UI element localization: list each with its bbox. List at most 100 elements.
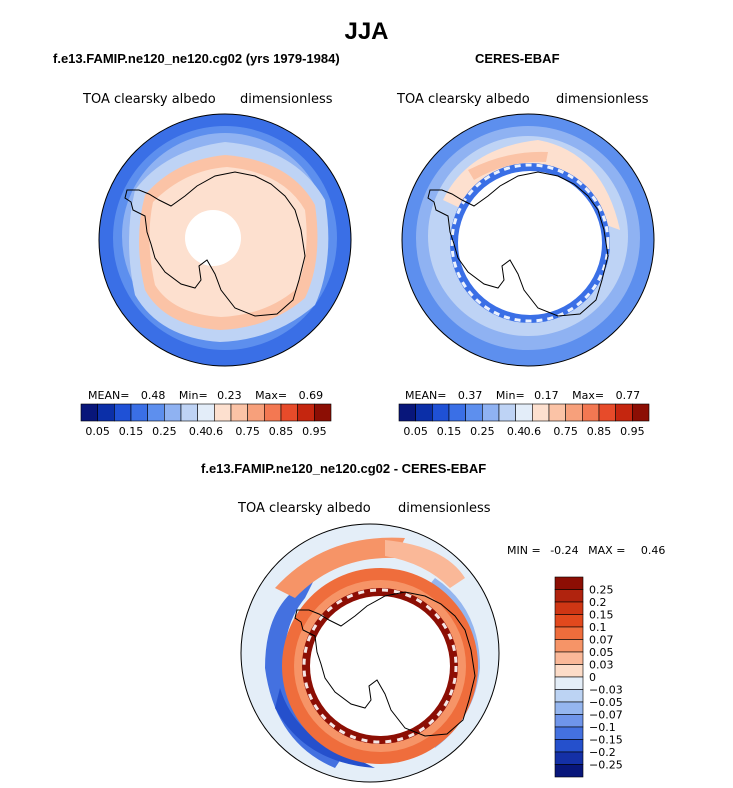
colorbar-swatch-1 xyxy=(97,403,115,422)
colorbar-label-0: 0.25 xyxy=(589,584,614,597)
colorbar-swatch-7 xyxy=(197,403,215,422)
panel2-min-label: Min= xyxy=(495,389,525,402)
colorbar-swatch-7 xyxy=(515,403,533,422)
panel2-max-label: Max= xyxy=(572,389,605,402)
colorbar-label-7: 0.95 xyxy=(620,425,645,438)
colorbar-swatch-2 xyxy=(114,403,132,422)
panel2-min-value: 0.17 xyxy=(534,389,559,402)
panel3-field-label: TOA clearsky albedo xyxy=(238,501,371,516)
colorbar-swatch-10 xyxy=(554,701,584,715)
panel1-field-label: TOA clearsky albedo xyxy=(83,92,216,107)
colorbar-label-6: 0.03 xyxy=(589,659,614,672)
colorbar-label-5: 0.75 xyxy=(553,425,578,438)
colorbar-swatch-4 xyxy=(554,626,584,640)
colorbar-swatch-1 xyxy=(415,403,433,422)
panel3-polar-map xyxy=(240,523,500,783)
colorbar-label-1: 0.15 xyxy=(119,425,144,438)
colorbar-swatch-12 xyxy=(598,403,616,422)
colorbar-label-6: 0.85 xyxy=(587,425,612,438)
panel3-min-label: MIN = xyxy=(507,544,541,557)
panel3-max-value: 0.46 xyxy=(640,544,666,557)
colorbar-swatch-10 xyxy=(247,403,265,422)
colorbar-swatch-0 xyxy=(554,576,584,590)
colorbar-swatch-11 xyxy=(264,403,282,422)
colorbar-swatch-6 xyxy=(180,403,198,422)
colorbar-swatch-7 xyxy=(554,664,584,678)
colorbar-label-5: 0.75 xyxy=(235,425,260,438)
panel1-mean-value: 0.48 xyxy=(140,389,166,402)
colorbar-label-14: −0.25 xyxy=(589,759,623,772)
panel1-min-value: 0.23 xyxy=(217,389,242,402)
colorbar-label-4: 0.6 xyxy=(524,425,542,438)
panel3-title: f.e13.FAMIP.ne120_ne120.cg02 - CERES-EBA… xyxy=(201,461,487,476)
panel1-mean-label: MEAN= xyxy=(88,389,130,402)
colorbar-swatch-4 xyxy=(465,403,483,422)
colorbar-swatch-15 xyxy=(554,764,584,778)
colorbar-swatch-8 xyxy=(532,403,550,422)
panel1-colorbar-labels: 0.05 0.15 0.25 0.4 0.6 0.75 0.85 0.95 xyxy=(85,425,326,438)
colorbar-swatch-14 xyxy=(554,751,584,765)
panel2-colorbar-swatches xyxy=(398,403,650,422)
colorbar-swatch-5 xyxy=(164,403,182,422)
panel1-min-label: Min= xyxy=(178,389,208,402)
panel2-mean-label: MEAN= xyxy=(405,389,447,402)
colorbar-swatch-3 xyxy=(448,403,466,422)
panel3-min-value: -0.24 xyxy=(550,544,579,557)
colorbar-swatch-0 xyxy=(80,403,98,422)
panel1-stats: MEAN= 0.48 Min= 0.23 Max= 0.69 xyxy=(88,389,338,402)
panel2-max-value: 0.77 xyxy=(615,389,641,402)
colorbar-label-3: 0.4 xyxy=(189,425,207,438)
colorbar-swatch-3 xyxy=(554,614,584,628)
panel3-stats: MIN = -0.24 MAX = 0.46 xyxy=(507,544,717,557)
panel1-title: f.e13.FAMIP.ne120_ne120.cg02 (yrs 1979-1… xyxy=(53,51,340,66)
colorbar-label-2: 0.25 xyxy=(152,425,177,438)
colorbar-label-13: −0.2 xyxy=(589,746,616,759)
colorbar-label-3: 0.4 xyxy=(507,425,525,438)
colorbar-label-2: 0.15 xyxy=(589,609,614,622)
panel3-colorbar-labels: 0.250.20.150.10.070.050.030−0.03−0.05−0.… xyxy=(589,584,623,772)
panel3-units-label: dimensionless xyxy=(398,501,491,516)
colorbar-label-7: 0.95 xyxy=(302,425,327,438)
panel1-units-label: dimensionless xyxy=(240,92,333,107)
colorbar-swatch-9 xyxy=(230,403,248,422)
colorbar-swatch-13 xyxy=(554,739,584,753)
colorbar-swatch-11 xyxy=(582,403,600,422)
panel3-colorbar-swatches xyxy=(554,576,584,778)
panel2-colorbar-labels: 0.05 0.15 0.25 0.4 0.6 0.75 0.85 0.95 xyxy=(403,425,644,438)
colorbar-swatch-4 xyxy=(147,403,165,422)
colorbar-swatch-0 xyxy=(398,403,416,422)
colorbar-label-7: 0 xyxy=(589,671,596,684)
colorbar-swatch-2 xyxy=(432,403,450,422)
colorbar-swatch-14 xyxy=(632,403,650,422)
colorbar-label-11: −0.1 xyxy=(589,721,616,734)
colorbar-swatch-10 xyxy=(565,403,583,422)
panel2-stats: MEAN= 0.37 Min= 0.17 Max= 0.77 xyxy=(405,389,655,402)
colorbar-swatch-6 xyxy=(554,651,584,665)
colorbar-label-4: 0.6 xyxy=(206,425,224,438)
panel1-colorbar-swatches xyxy=(80,403,332,422)
colorbar-swatch-12 xyxy=(280,403,298,422)
colorbar-label-5: 0.05 xyxy=(589,646,614,659)
colorbar-label-3: 0.1 xyxy=(589,621,607,634)
panel1-max-value: 0.69 xyxy=(298,389,324,402)
colorbar-swatch-9 xyxy=(554,689,584,703)
colorbar-swatch-3 xyxy=(130,403,148,422)
colorbar-label-2: 0.25 xyxy=(470,425,495,438)
colorbar-swatch-12 xyxy=(554,726,584,740)
colorbar-label-9: −0.05 xyxy=(589,696,623,709)
colorbar-swatch-6 xyxy=(498,403,516,422)
colorbar-swatch-5 xyxy=(554,639,584,653)
panel2-field-label: TOA clearsky albedo xyxy=(397,92,530,107)
colorbar-swatch-14 xyxy=(314,403,332,422)
colorbar-label-1: 0.15 xyxy=(437,425,462,438)
colorbar-swatch-5 xyxy=(482,403,500,422)
colorbar-label-0: 0.05 xyxy=(403,425,428,438)
colorbar-label-1: 0.2 xyxy=(589,596,607,609)
colorbar-label-6: 0.85 xyxy=(269,425,294,438)
colorbar-swatch-8 xyxy=(214,403,232,422)
panel1-max-label: Max= xyxy=(255,389,288,402)
colorbar-swatch-2 xyxy=(554,601,584,615)
colorbar-label-10: −0.07 xyxy=(589,709,623,722)
colorbar-swatch-1 xyxy=(554,589,584,603)
colorbar-swatch-11 xyxy=(554,714,584,728)
